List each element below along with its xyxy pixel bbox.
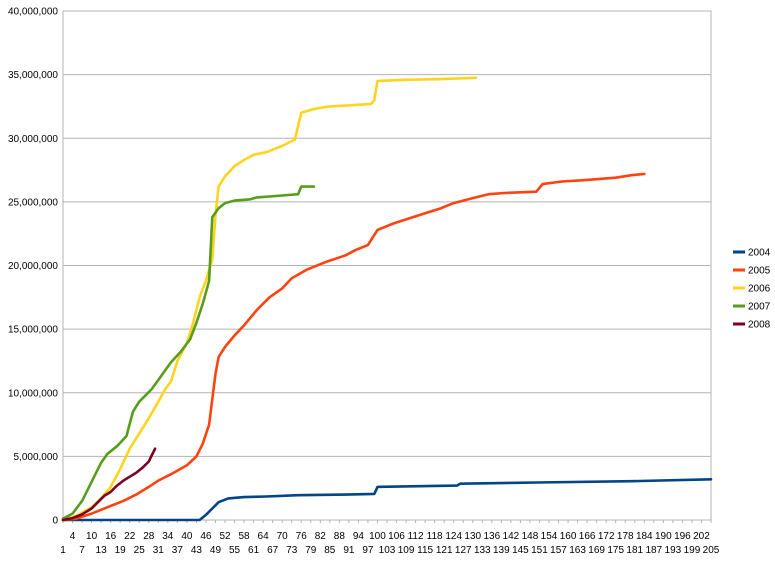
legend-label-2005: 2005 <box>748 266 771 277</box>
x-tick-label: 121 <box>436 545 453 556</box>
x-tick-label: 133 <box>474 545 491 556</box>
y-tick-label: 25,000,000 <box>8 197 58 208</box>
legend-label-2008: 2008 <box>748 320 771 331</box>
x-tick-label: 124 <box>445 531 462 542</box>
x-tick-label: 10 <box>86 531 98 542</box>
y-tick-label: 40,000,000 <box>8 7 58 18</box>
x-tick-label: 7 <box>79 545 85 556</box>
x-tick-label: 178 <box>617 531 634 542</box>
x-tick-label: 70 <box>277 531 289 542</box>
x-tick-label: 61 <box>248 545 260 556</box>
x-tick-label: 151 <box>531 545 548 556</box>
series-line-2004 <box>61 478 713 522</box>
x-tick-label: 79 <box>305 545 317 556</box>
x-tick-label: 31 <box>153 545 165 556</box>
x-tick-label: 85 <box>324 545 336 556</box>
x-tick-label: 142 <box>503 531 520 542</box>
x-tick-label: 94 <box>353 531 365 542</box>
x-tick-label: 106 <box>388 531 405 542</box>
x-tick-label: 43 <box>191 545 203 556</box>
x-tick-label: 196 <box>674 531 691 542</box>
x-tick-label: 181 <box>626 545 643 556</box>
x-tick-label: 118 <box>427 531 443 542</box>
y-tick-label: 30,000,000 <box>8 134 58 145</box>
x-tick-label: 73 <box>286 545 298 556</box>
x-tick-label: 49 <box>210 545 222 556</box>
series-lines <box>61 76 713 522</box>
x-tick-label: 34 <box>162 531 174 542</box>
legend: 2004 2005 2006 2007 2008 <box>733 248 771 331</box>
x-tick-label: 145 <box>512 545 529 556</box>
x-tick-label: 67 <box>267 545 279 556</box>
x-tick-label: 160 <box>560 531 577 542</box>
x-tick-label: 205 <box>703 545 720 556</box>
x-tick-label: 202 <box>693 531 710 542</box>
x-tick-label: 103 <box>379 545 396 556</box>
legend-label-2007: 2007 <box>748 302 771 313</box>
x-tick-label: 1 <box>60 545 66 556</box>
x-tick-label: 172 <box>598 531 615 542</box>
x-tick-label: 19 <box>115 545 127 556</box>
x-tick-label: 100 <box>369 531 386 542</box>
x-tick-label: 76 <box>296 531 308 542</box>
y-tick-label: 10,000,000 <box>8 388 58 399</box>
x-tick-label: 46 <box>200 531 212 542</box>
x-tick-label: 25 <box>134 545 146 556</box>
series-line-2005 <box>61 172 646 522</box>
y-tick-label: 35,000,000 <box>8 70 58 81</box>
x-tick-label: 97 <box>362 545 374 556</box>
x-tick-label: 130 <box>464 531 481 542</box>
x-tick-label: 190 <box>655 531 672 542</box>
x-tick-label: 37 <box>172 545 184 556</box>
x-tick-label: 28 <box>143 531 155 542</box>
x-tick-label: 166 <box>579 531 596 542</box>
y-axis-tick-labels: 0 5,000,000 10,000,000 15,000,000 20,000,000… <box>8 7 59 527</box>
x-tick-label: 82 <box>315 531 327 542</box>
x-tick-label: 184 <box>636 531 653 542</box>
x-tick-label: 136 <box>483 531 500 542</box>
y-tick-label: 5,000,000 <box>14 452 59 463</box>
y-tick-label: 15,000,000 <box>8 325 58 336</box>
x-tick-label: 64 <box>258 531 270 542</box>
x-tick-label: 52 <box>219 531 231 542</box>
y-tick-label: 20,000,000 <box>8 261 58 272</box>
x-tick-label: 193 <box>665 545 682 556</box>
x-tick-label: 22 <box>124 531 136 542</box>
x-tick-label: 199 <box>684 545 701 556</box>
x-tick-label: 40 <box>181 531 193 542</box>
x-tick-label: 175 <box>607 545 624 556</box>
x-tick-label: 127 <box>455 545 472 556</box>
series-line-2008 <box>61 447 157 522</box>
legend-label-2004: 2004 <box>748 248 771 259</box>
x-tick-label: 148 <box>522 531 539 542</box>
x-tick-label: 13 <box>96 545 108 556</box>
x-tick-label: 55 <box>229 545 241 556</box>
grid-lines <box>63 10 711 521</box>
x-tick-label: 112 <box>408 531 424 542</box>
x-tick-label: 139 <box>493 545 510 556</box>
y-tick-label: 0 <box>52 516 58 527</box>
x-tick-label: 58 <box>238 531 250 542</box>
legend-label-2006: 2006 <box>748 284 771 295</box>
x-tick-label: 88 <box>334 531 346 542</box>
x-tick-label: 157 <box>550 545 567 556</box>
x-tick-label: 91 <box>343 545 355 556</box>
x-tick-label: 154 <box>541 531 558 542</box>
x-tick-label: 16 <box>105 531 117 542</box>
series-line-2007 <box>61 185 316 520</box>
x-tick-label: 187 <box>645 545 662 556</box>
x-tick-label: 109 <box>398 545 415 556</box>
axes <box>62 10 712 523</box>
x-tick-label: 4 <box>70 531 76 542</box>
x-tick-label: 169 <box>588 545 605 556</box>
x-tick-label: 115 <box>417 545 433 556</box>
x-tick-label: 163 <box>569 545 586 556</box>
